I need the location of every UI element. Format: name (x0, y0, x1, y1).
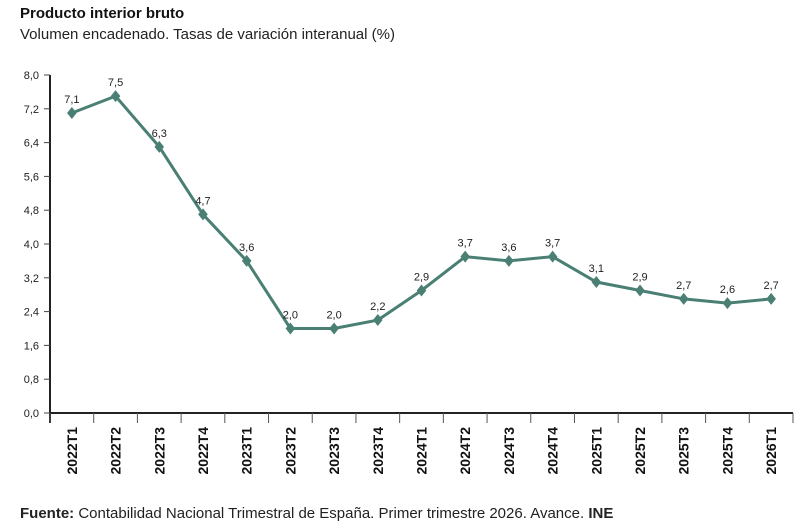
data-point (416, 284, 427, 297)
data-point (591, 276, 602, 289)
y-tick-label: 0,0 (24, 408, 39, 420)
y-tick-label: 5,6 (24, 171, 39, 183)
data-label: 3,6 (501, 242, 516, 254)
data-point (678, 292, 689, 305)
x-tick-label: 2024T1 (414, 427, 430, 475)
data-label: 3,6 (239, 242, 254, 254)
x-tick-label: 2025T1 (588, 427, 604, 475)
data-point (329, 322, 339, 335)
y-tick-label: 7,2 (24, 104, 39, 116)
data-label: 2,7 (676, 280, 691, 292)
x-tick-label: 2025T2 (632, 427, 648, 475)
data-label: 2,0 (326, 310, 341, 322)
chart-title: Producto interior bruto (20, 5, 185, 22)
y-tick-label: 4,8 (24, 205, 39, 217)
data-point (241, 254, 252, 267)
data-label: 2,7 (763, 280, 778, 292)
data-label: 3,7 (458, 238, 473, 250)
source-org: INE (588, 505, 614, 522)
data-label: 6,3 (152, 128, 167, 140)
data-point (460, 250, 471, 263)
data-point (372, 314, 383, 327)
data-label: 2,2 (370, 301, 385, 313)
x-tick-label: 2023T4 (370, 427, 386, 475)
data-label: 3,1 (589, 263, 604, 275)
data-point (67, 107, 77, 120)
data-point (198, 208, 208, 221)
data-point (504, 254, 514, 267)
x-tick-label: 2024T3 (501, 427, 517, 475)
data-point (547, 250, 558, 263)
y-tick-label: 2,4 (24, 307, 39, 319)
data-point (285, 322, 296, 335)
data-point (766, 292, 776, 305)
x-tick-label: 2024T2 (457, 427, 473, 475)
data-label: 7,1 (64, 94, 79, 106)
data-label: 2,0 (283, 310, 298, 322)
source-note: Fuente: Contabilidad Nacional Trimestral… (20, 505, 613, 522)
y-tick-label: 4,0 (24, 239, 39, 251)
x-tick-label: 2025T4 (719, 427, 735, 475)
y-tick-label: 6,4 (24, 138, 39, 150)
x-tick-label: 2026T1 (763, 427, 779, 475)
source-text: Contabilidad Nacional Trimestral de Espa… (74, 505, 589, 522)
chart-subtitle: Volumen encadenado. Tasas de variación i… (20, 26, 395, 43)
x-tick-label: 2025T3 (676, 427, 692, 475)
data-point (154, 140, 165, 153)
y-tick-label: 3,2 (24, 273, 39, 285)
x-tick-label: 2022T1 (64, 427, 80, 475)
x-tick-label: 2023T3 (326, 427, 342, 475)
data-point (110, 90, 121, 103)
y-tick-label: 1,6 (24, 340, 39, 352)
x-tick-label: 2023T2 (282, 427, 298, 475)
x-tick-label: 2022T4 (195, 427, 211, 475)
y-tick-label: 8,0 (24, 70, 39, 82)
data-label: 3,7 (545, 238, 560, 250)
x-tick-label: 2022T2 (108, 427, 124, 475)
data-label: 4,7 (195, 195, 210, 207)
source-label: Fuente: (20, 505, 75, 522)
data-label: 2,9 (414, 271, 429, 283)
data-point (635, 284, 645, 297)
data-label: 2,6 (720, 284, 735, 296)
x-tick-label: 2024T4 (545, 427, 561, 475)
data-label: 7,5 (108, 77, 123, 89)
data-label: 2,9 (632, 271, 647, 283)
y-tick-label: 0,8 (24, 374, 39, 386)
x-tick-label: 2022T3 (151, 427, 167, 475)
data-point (722, 297, 733, 310)
x-tick-label: 2023T1 (239, 427, 255, 475)
